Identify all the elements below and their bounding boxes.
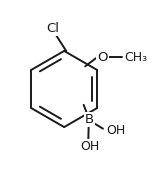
Text: CH₃: CH₃ bbox=[124, 51, 148, 64]
Text: O: O bbox=[97, 51, 108, 64]
Text: B: B bbox=[85, 113, 94, 126]
Text: OH: OH bbox=[80, 140, 99, 153]
Text: Cl: Cl bbox=[47, 22, 60, 35]
Text: OH: OH bbox=[106, 124, 125, 137]
